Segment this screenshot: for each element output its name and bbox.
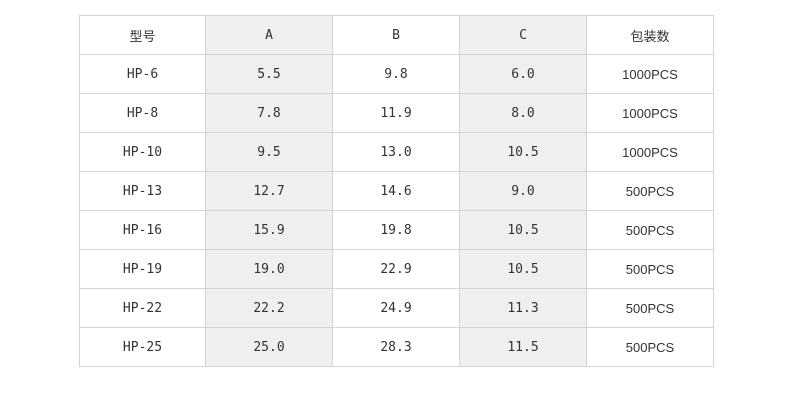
header-c: C: [459, 15, 587, 55]
cell-c: 10.5: [459, 210, 587, 250]
table-row: HP-19 19.0 22.9 10.5 500PCS: [79, 249, 714, 289]
cell-c: 11.5: [459, 327, 587, 367]
spec-table: 型号 A B C 包装数 HP-6 5.5 9.8 6.0 1000PCS HP…: [79, 15, 714, 367]
cell-model: HP-13: [79, 171, 206, 211]
cell-package-qty: 1000PCS: [586, 93, 714, 133]
table-row: HP-25 25.0 28.3 11.5 500PCS: [79, 327, 714, 367]
cell-model: HP-25: [79, 327, 206, 367]
table-row: HP-16 15.9 19.8 10.5 500PCS: [79, 210, 714, 250]
cell-a: 15.9: [205, 210, 333, 250]
cell-a: 7.8: [205, 93, 333, 133]
cell-a: 25.0: [205, 327, 333, 367]
cell-model: HP-19: [79, 249, 206, 289]
cell-model: HP-10: [79, 132, 206, 172]
cell-a: 22.2: [205, 288, 333, 328]
table-header-row: 型号 A B C 包装数: [79, 15, 714, 55]
cell-model: HP-6: [79, 54, 206, 94]
cell-b: 9.8: [332, 54, 460, 94]
table-row: HP-22 22.2 24.9 11.3 500PCS: [79, 288, 714, 328]
cell-package-qty: 500PCS: [586, 249, 714, 289]
table-row: HP-13 12.7 14.6 9.0 500PCS: [79, 171, 714, 211]
cell-package-qty: 500PCS: [586, 210, 714, 250]
cell-c: 10.5: [459, 132, 587, 172]
cell-package-qty: 500PCS: [586, 171, 714, 211]
cell-b: 28.3: [332, 327, 460, 367]
table-row: HP-10 9.5 13.0 10.5 1000PCS: [79, 132, 714, 172]
cell-b: 14.6: [332, 171, 460, 211]
header-a: A: [205, 15, 333, 55]
cell-a: 9.5: [205, 132, 333, 172]
header-model: 型号: [79, 15, 206, 55]
cell-c: 11.3: [459, 288, 587, 328]
header-package-qty: 包装数: [586, 15, 714, 55]
cell-package-qty: 500PCS: [586, 288, 714, 328]
cell-model: HP-16: [79, 210, 206, 250]
cell-a: 5.5: [205, 54, 333, 94]
cell-b: 11.9: [332, 93, 460, 133]
cell-c: 8.0: [459, 93, 587, 133]
cell-package-qty: 500PCS: [586, 327, 714, 367]
cell-a: 12.7: [205, 171, 333, 211]
header-b: B: [332, 15, 460, 55]
cell-b: 19.8: [332, 210, 460, 250]
cell-b: 24.9: [332, 288, 460, 328]
cell-model: HP-8: [79, 93, 206, 133]
cell-c: 9.0: [459, 171, 587, 211]
cell-c: 6.0: [459, 54, 587, 94]
cell-b: 13.0: [332, 132, 460, 172]
table-row: HP-8 7.8 11.9 8.0 1000PCS: [79, 93, 714, 133]
cell-b: 22.9: [332, 249, 460, 289]
table-row: HP-6 5.5 9.8 6.0 1000PCS: [79, 54, 714, 94]
cell-package-qty: 1000PCS: [586, 54, 714, 94]
cell-model: HP-22: [79, 288, 206, 328]
cell-a: 19.0: [205, 249, 333, 289]
cell-c: 10.5: [459, 249, 587, 289]
cell-package-qty: 1000PCS: [586, 132, 714, 172]
